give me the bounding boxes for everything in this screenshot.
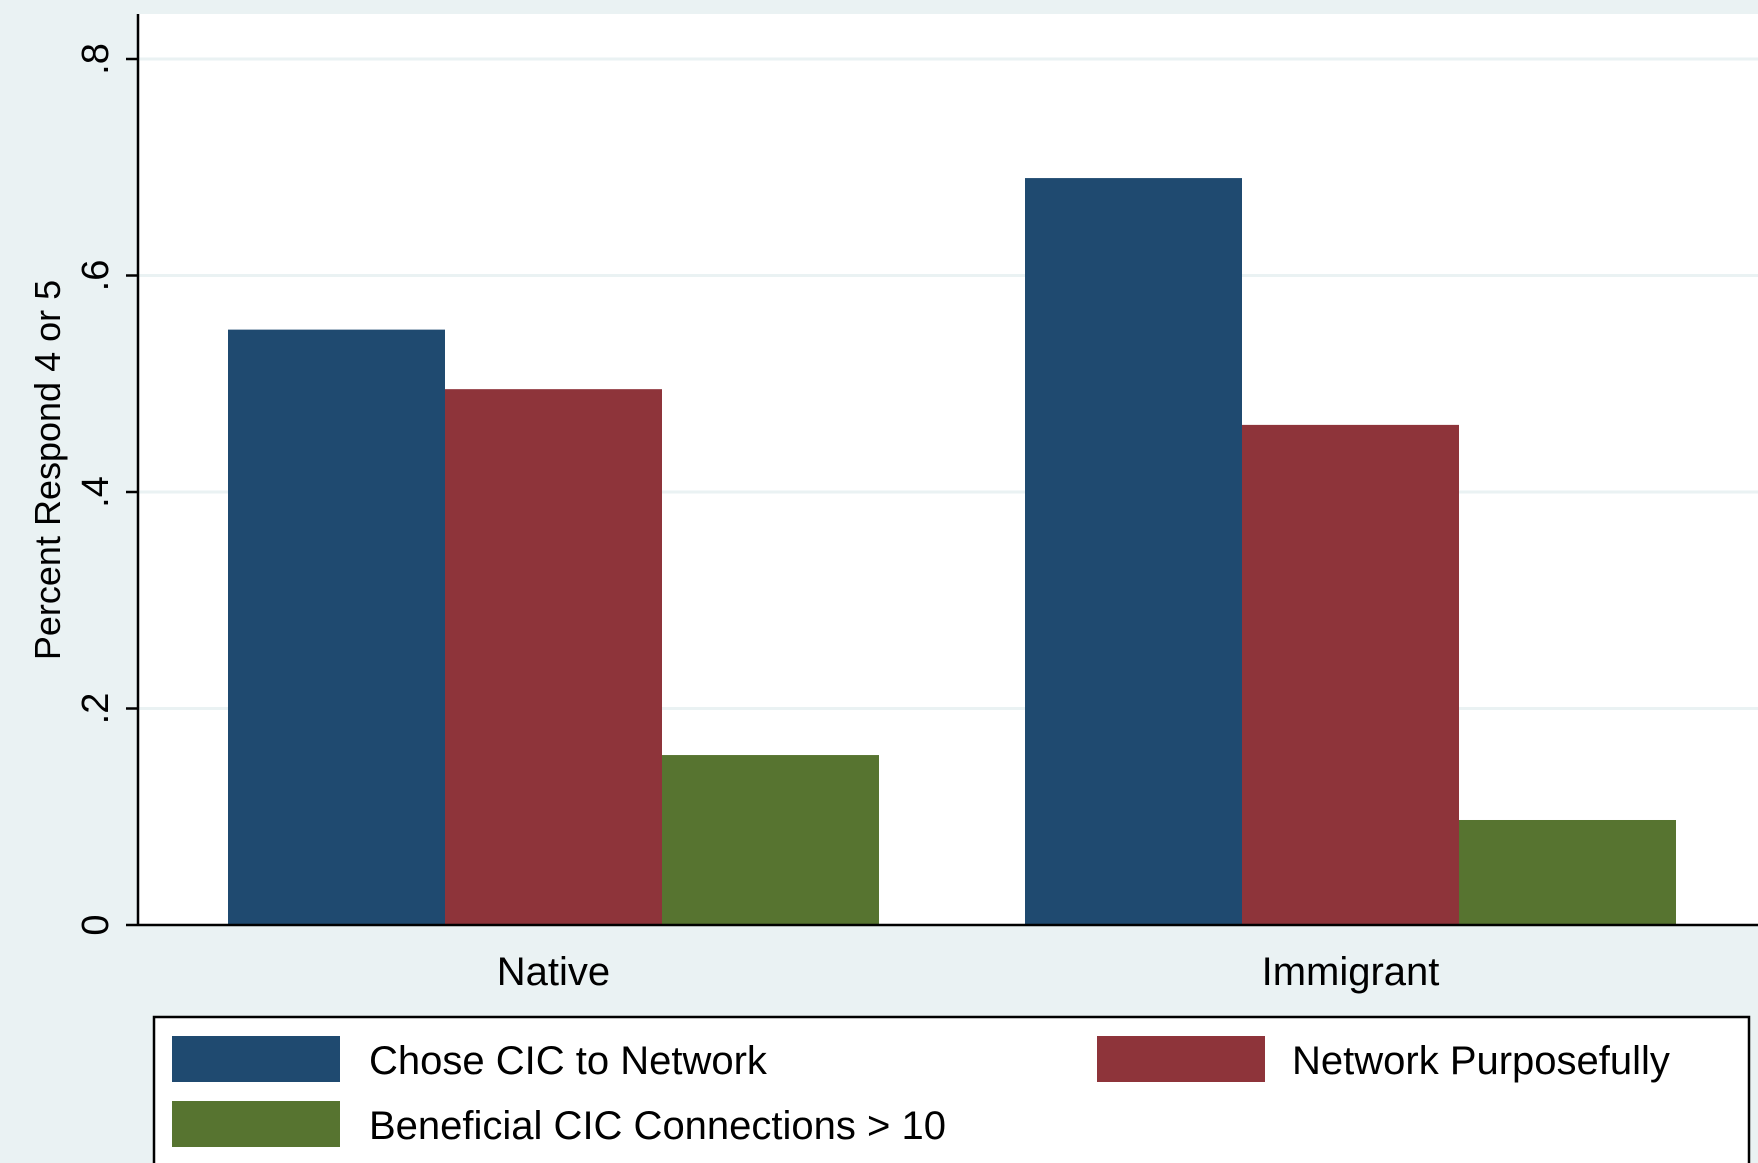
bars-layer <box>228 178 1676 926</box>
category-label: Immigrant <box>1262 950 1440 994</box>
y-tick-label: .6 <box>75 260 117 292</box>
legend-label: Network Purposefully <box>1292 1039 1670 1083</box>
legend-swatch <box>1097 1036 1265 1082</box>
y-tick-label: .4 <box>75 476 117 508</box>
bar <box>1025 178 1242 925</box>
legend-swatch <box>172 1101 340 1147</box>
y-axis-title: Percent Respond 4 or 5 <box>27 280 68 660</box>
legend: Chose CIC to Network Network Purposefully… <box>152 1015 1751 1163</box>
legend-swatch <box>172 1036 340 1082</box>
bar <box>1242 424 1459 925</box>
bar <box>445 389 662 926</box>
bar <box>662 755 879 925</box>
legend-label: Chose CIC to Network <box>369 1039 768 1083</box>
axis-layer: Native Immigrant 0 .2 .4 .6 .8 <box>75 14 1758 994</box>
bar <box>228 329 445 925</box>
y-tick-label: .8 <box>75 43 117 75</box>
category-label: Native <box>497 950 610 994</box>
legend-label: Beneficial CIC Connections > 10 <box>369 1104 946 1148</box>
legend-box <box>152 1015 1751 1163</box>
y-tick-label: 0 <box>75 914 117 935</box>
bar <box>1459 819 1676 925</box>
y-tick-label: .2 <box>75 693 117 725</box>
